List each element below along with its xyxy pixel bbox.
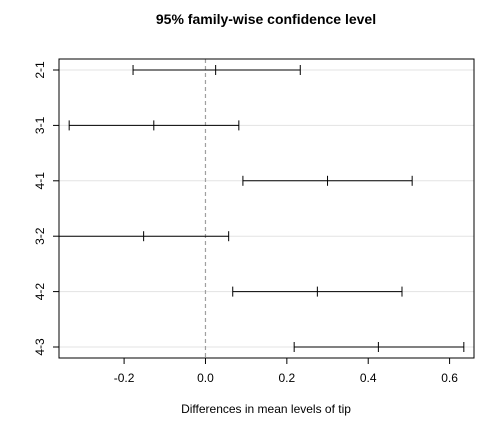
x-tick-label: 0.6: [441, 371, 458, 385]
x-tick-label: 0.4: [360, 371, 377, 385]
y-tick-label: 2-1: [33, 61, 47, 79]
interval-4-1: [242, 175, 413, 186]
y-axis: 2-1 3-1 4-1 3-2 4-2 4-3: [33, 61, 59, 356]
x-tick-label: -0.2: [114, 371, 135, 385]
y-tick-label: 4-2: [33, 283, 47, 301]
chart-title: 95% family-wise confidence level: [156, 11, 376, 27]
x-axis-label: Differences in mean levels of tip: [181, 402, 351, 416]
y-tick-label: 4-1: [33, 172, 47, 190]
plot-frame: [58, 58, 475, 359]
intervals: [58, 65, 465, 352]
x-tick-label: 0.2: [278, 371, 295, 385]
x-tick-label: 0.0: [197, 371, 214, 385]
grid-lines: [59, 69, 474, 348]
interval-2-1: [132, 65, 301, 75]
x-axis: -0.2 0.0 0.2 0.4 0.6: [114, 358, 458, 385]
y-tick-label: 3-1: [33, 116, 47, 134]
y-tick-label: 4-3: [33, 338, 47, 356]
interval-3-1: [68, 120, 240, 131]
y-tick-label: 3-2: [33, 227, 47, 245]
interval-4-3: [293, 342, 465, 352]
interval-3-2: [58, 231, 230, 242]
interval-4-2: [232, 286, 403, 297]
